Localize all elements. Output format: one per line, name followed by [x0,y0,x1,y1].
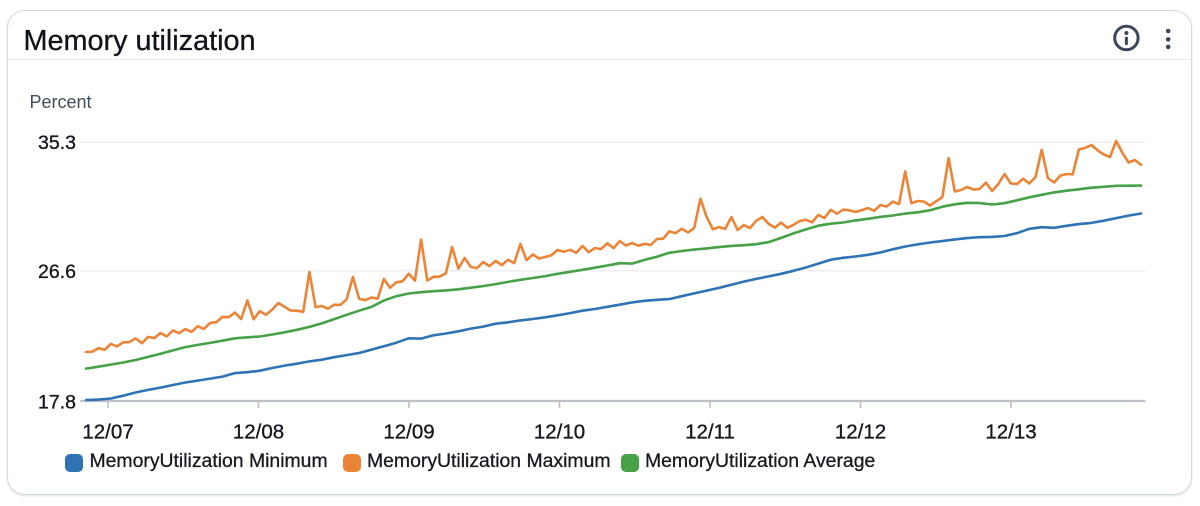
svg-text:12/08: 12/08 [233,420,284,443]
svg-text:17.8: 17.8 [38,391,76,413]
svg-text:35.3: 35.3 [38,132,76,154]
svg-text:12/11: 12/11 [685,420,735,443]
svg-text:26.6: 26.6 [38,261,76,283]
svg-text:12/12: 12/12 [835,420,886,443]
svg-text:12/09: 12/09 [383,420,434,443]
svg-text:12/10: 12/10 [534,420,585,443]
svg-text:12/07: 12/07 [82,420,133,443]
svg-text:12/13: 12/13 [985,420,1036,443]
